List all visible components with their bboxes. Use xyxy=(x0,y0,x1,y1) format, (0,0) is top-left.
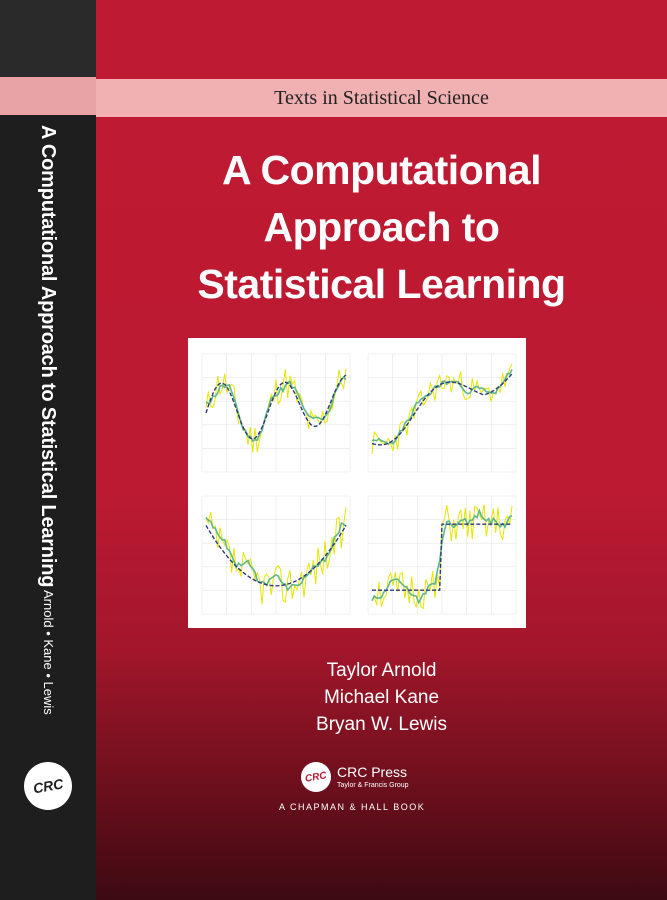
publisher-name: CRC Press xyxy=(337,764,408,780)
series-name: Texts in Statistical Science xyxy=(274,86,489,109)
fitted-series-line xyxy=(372,523,512,591)
crc-press-logo-icon: CRC xyxy=(301,762,331,792)
publisher-block: CRC CRC Press Taylor & Francis Group A C… xyxy=(279,762,541,822)
spine-series-band xyxy=(0,77,96,115)
author-3: Bryan W. Lewis xyxy=(316,714,447,735)
spine-title: A Computational Approach to Statistical … xyxy=(37,125,59,588)
plot-panel-sigmoid xyxy=(362,348,522,478)
front-cover: Texts in Statistical Science A Computati… xyxy=(96,0,667,900)
author-list: Taylor Arnold Michael Kane Bryan W. Lewi… xyxy=(96,657,667,738)
spine-top-block xyxy=(0,0,96,77)
title-line-3: Statistical Learning xyxy=(197,261,566,307)
raw-series-line xyxy=(371,363,513,454)
cover-figure xyxy=(188,338,526,628)
plot-panel-step xyxy=(362,490,522,620)
publisher-group: Taylor & Francis Group xyxy=(337,782,409,789)
author-1: Taylor Arnold xyxy=(326,660,437,681)
crc-logo-icon: CRC xyxy=(24,762,72,810)
series-band: Texts in Statistical Science xyxy=(96,79,667,117)
smoothed-series-line xyxy=(205,376,347,442)
publisher-imprint: A CHAPMAN & HALL BOOK xyxy=(279,802,426,812)
title-line-1: A Computational xyxy=(222,147,541,193)
title-line-2: Approach to xyxy=(263,204,500,250)
author-2: Michael Kane xyxy=(323,687,440,708)
plot-panel-parabola xyxy=(196,490,356,620)
fitted-series-line xyxy=(205,524,347,587)
plot-panel-wiggle xyxy=(196,348,356,478)
crc-logo-text: CRC xyxy=(304,769,328,785)
spine-logo-text: CRC xyxy=(31,775,65,797)
smoothed-series-line xyxy=(371,369,513,445)
book-title: A Computational Approach to Statistical … xyxy=(96,142,667,313)
book-spine: A Computational Approach to Statistical … xyxy=(0,0,96,900)
fitted-series-line xyxy=(371,373,513,446)
spine-authors: Arnold • Kane • Lewis xyxy=(41,590,56,715)
raw-series-line xyxy=(205,507,347,605)
fitted-series-line xyxy=(205,374,347,440)
